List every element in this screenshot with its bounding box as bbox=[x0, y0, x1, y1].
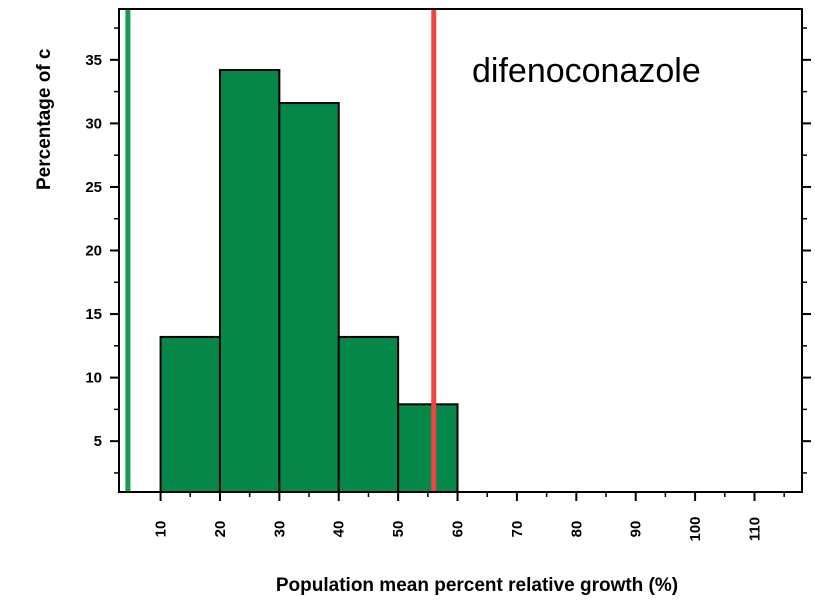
x-tick-label: 50 bbox=[390, 521, 407, 538]
y-tick-label: 25 bbox=[85, 179, 102, 196]
histogram-bar-2 bbox=[218, 69, 281, 493]
x-axis-title: Population mean percent relative growth … bbox=[276, 575, 678, 596]
x-tick-label: 70 bbox=[509, 521, 526, 538]
x-axis: 10 20 30 40 50 60 70 80 90 100 110 bbox=[153, 492, 785, 542]
x-tick-label: 20 bbox=[212, 521, 229, 538]
y-tick-label: 15 bbox=[85, 306, 102, 323]
histogram-bar-3 bbox=[278, 102, 340, 493]
y-tick-label: 5 bbox=[94, 433, 102, 450]
y-tick-label: 10 bbox=[85, 370, 102, 387]
bars-layer bbox=[159, 69, 459, 493]
histogram-bar-4 bbox=[337, 335, 400, 493]
y-axis: 5 10 15 20 25 30 35 bbox=[85, 27, 811, 474]
x-tick-label: 10 bbox=[153, 521, 170, 538]
x-tick-label: 30 bbox=[271, 521, 288, 538]
y-tick-label: 30 bbox=[85, 115, 102, 132]
x-tick-label: 60 bbox=[450, 521, 467, 538]
y-axis-title: Percentage of c bbox=[34, 48, 55, 190]
x-tick-label: 100 bbox=[687, 516, 704, 541]
histogram-bar-1 bbox=[159, 335, 221, 493]
x-tick-label: 110 bbox=[746, 517, 763, 541]
histogram-bar-5 bbox=[397, 403, 459, 493]
reference-lines-layer bbox=[125, 9, 437, 492]
x-tick-label: 80 bbox=[568, 521, 585, 538]
annotation-label: difenoconazole bbox=[472, 52, 701, 90]
x-tick-label: 40 bbox=[331, 521, 348, 538]
y-tick-label: 20 bbox=[85, 243, 102, 260]
y-tick-label: 35 bbox=[85, 52, 102, 69]
x-tick-label: 90 bbox=[628, 521, 645, 538]
